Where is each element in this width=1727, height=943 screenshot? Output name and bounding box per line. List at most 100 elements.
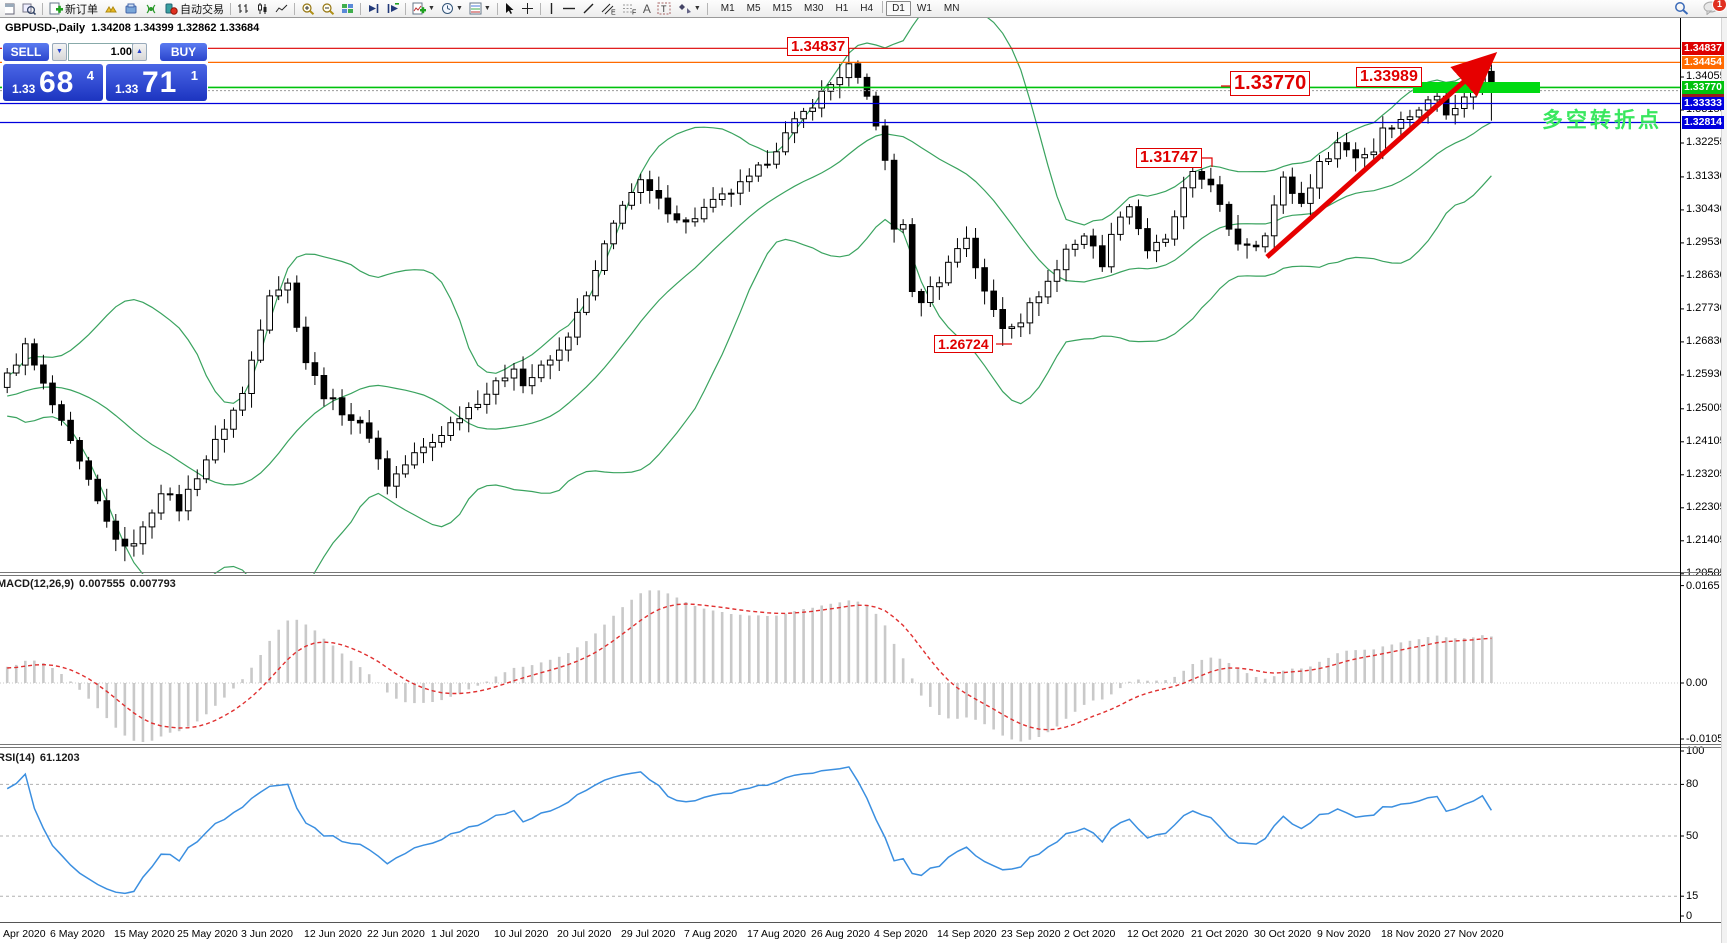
- crosshair-icon[interactable]: [518, 1, 537, 16]
- price-callout[interactable]: 1.26724: [934, 335, 993, 354]
- cursor-icon[interactable]: [501, 1, 518, 16]
- bullish-candle: [574, 311, 581, 338]
- label-tool-icon[interactable]: T: [654, 1, 675, 16]
- bearish-candle: [1289, 176, 1296, 194]
- trend-arrow[interactable]: [1265, 52, 1498, 259]
- bearish-candle: [872, 95, 880, 127]
- shapes-icon[interactable]: ▼: [675, 1, 704, 16]
- buy-price-display[interactable]: 1.33 71 1: [106, 64, 207, 101]
- gold-icon[interactable]: [101, 1, 121, 16]
- timeframe-h4[interactable]: H4: [860, 3, 874, 14]
- new-order-label: 新订单: [65, 3, 98, 16]
- sell-price-sup: 4: [86, 68, 94, 83]
- bullish-candle: [474, 403, 482, 408]
- templates-icon[interactable]: ▼: [466, 1, 494, 16]
- text-tool-icon[interactable]: A: [642, 1, 651, 16]
- macd-axis-tick: 0.0165: [1686, 580, 1720, 592]
- timeframe-d1[interactable]: D1: [886, 1, 911, 16]
- price-callout[interactable]: 1.34837: [787, 37, 850, 57]
- macd-signal-line: [7, 603, 1492, 731]
- indicators-icon[interactable]: ▼: [409, 1, 438, 16]
- vertical-line-icon[interactable]: [544, 1, 559, 16]
- highlight-zone[interactable]: [1413, 82, 1540, 93]
- search-icon[interactable]: [1674, 1, 1689, 20]
- bullish-candle: [1071, 243, 1079, 250]
- notifications-icon[interactable]: 1: [1703, 0, 1727, 20]
- zoom-out-icon[interactable]: [318, 1, 338, 16]
- timeframe-m5[interactable]: M5: [746, 3, 761, 14]
- community-icon[interactable]: [121, 1, 141, 16]
- bearish-candle: [67, 419, 74, 441]
- rsi-axis-tick: 80: [1686, 778, 1699, 790]
- signals-icon[interactable]: [141, 1, 161, 16]
- bullish-candle: [592, 270, 599, 297]
- bullish-candle: [465, 407, 472, 420]
- timeframe-m15[interactable]: M15: [772, 3, 793, 14]
- chart-window-icon[interactable]: [2, 1, 19, 16]
- line-chart-icon[interactable]: [272, 1, 291, 16]
- bearish-candle: [1144, 228, 1151, 252]
- autotrading-button[interactable]: 自动交易: [161, 1, 227, 16]
- bullish-candle: [193, 478, 201, 490]
- bullish-candle: [510, 368, 518, 379]
- buy-button[interactable]: BUY: [160, 43, 207, 61]
- auto-scroll-icon[interactable]: [364, 1, 383, 16]
- macd-pane[interactable]: [0, 590, 1680, 742]
- bullish-candle: [420, 446, 427, 454]
- chart-shift-icon[interactable]: [383, 1, 402, 16]
- svg-text:E: E: [611, 10, 616, 16]
- bullish-candle: [22, 343, 29, 366]
- bullish-candle: [619, 204, 626, 224]
- bearish-candle: [1343, 142, 1350, 151]
- horizontal-line-icon[interactable]: [559, 1, 579, 16]
- new-order-button[interactable]: 新订单: [46, 1, 101, 16]
- bearish-candle: [1225, 203, 1233, 230]
- bullish-candle: [1162, 238, 1169, 243]
- main-chart-pane[interactable]: [3, 0, 1495, 614]
- bullish-candle: [954, 248, 961, 263]
- trendline-icon[interactable]: [579, 1, 598, 16]
- sell-button[interactable]: SELL: [3, 43, 49, 61]
- price-callout[interactable]: 1.33989: [1356, 67, 1422, 88]
- bullish-candle: [1307, 187, 1314, 204]
- bearish-candle: [175, 494, 183, 512]
- price-callout[interactable]: 1.31747: [1136, 148, 1202, 169]
- bullish-candle: [1334, 142, 1341, 160]
- bearish-candle: [311, 362, 319, 377]
- bullish-candle: [257, 329, 264, 361]
- bar-chart-icon[interactable]: [234, 1, 253, 16]
- timeframe-mn[interactable]: MN: [943, 3, 960, 14]
- macd-value: 0.007555: [79, 578, 125, 590]
- price-axis-tick: 1.31330: [1686, 170, 1726, 182]
- periods-icon[interactable]: ▼: [438, 1, 466, 16]
- channel-icon[interactable]: E: [598, 1, 619, 16]
- tile-windows-icon[interactable]: [338, 1, 357, 16]
- bullish-candle: [1415, 109, 1423, 118]
- bullish-candle: [1008, 326, 1016, 329]
- bearish-candle: [40, 364, 47, 384]
- bullish-candle: [1062, 248, 1070, 271]
- bullish-candle: [184, 488, 192, 512]
- timeframe-m1[interactable]: M1: [720, 3, 735, 14]
- volume-input[interactable]: 1.00: [68, 43, 139, 61]
- candlestick-chart-icon[interactable]: [253, 1, 272, 16]
- bearish-candle: [76, 440, 83, 462]
- zoom-in-icon[interactable]: [298, 1, 318, 16]
- bullish-candle: [755, 164, 762, 177]
- volume-increase-button[interactable]: ▲: [132, 43, 147, 61]
- timeframe-m30[interactable]: M30: [804, 3, 824, 14]
- bullish-candle: [718, 193, 726, 200]
- sell-price-display[interactable]: 1.33 68 4: [3, 64, 103, 101]
- volume-decrease-button[interactable]: ▼: [52, 43, 67, 61]
- market-watch-icon[interactable]: [19, 1, 39, 16]
- bullish-candle: [610, 222, 617, 245]
- bullish-candle: [1433, 95, 1441, 101]
- price-callout[interactable]: 1.33770: [1230, 71, 1311, 96]
- timeframe-h1[interactable]: H1: [835, 3, 849, 14]
- rsi-pane[interactable]: [0, 766, 1680, 897]
- timeframe-w1[interactable]: W1: [916, 3, 932, 14]
- fibonacci-icon[interactable]: F: [619, 1, 640, 16]
- bearish-candle: [1352, 149, 1360, 159]
- bearish-candle: [85, 460, 93, 480]
